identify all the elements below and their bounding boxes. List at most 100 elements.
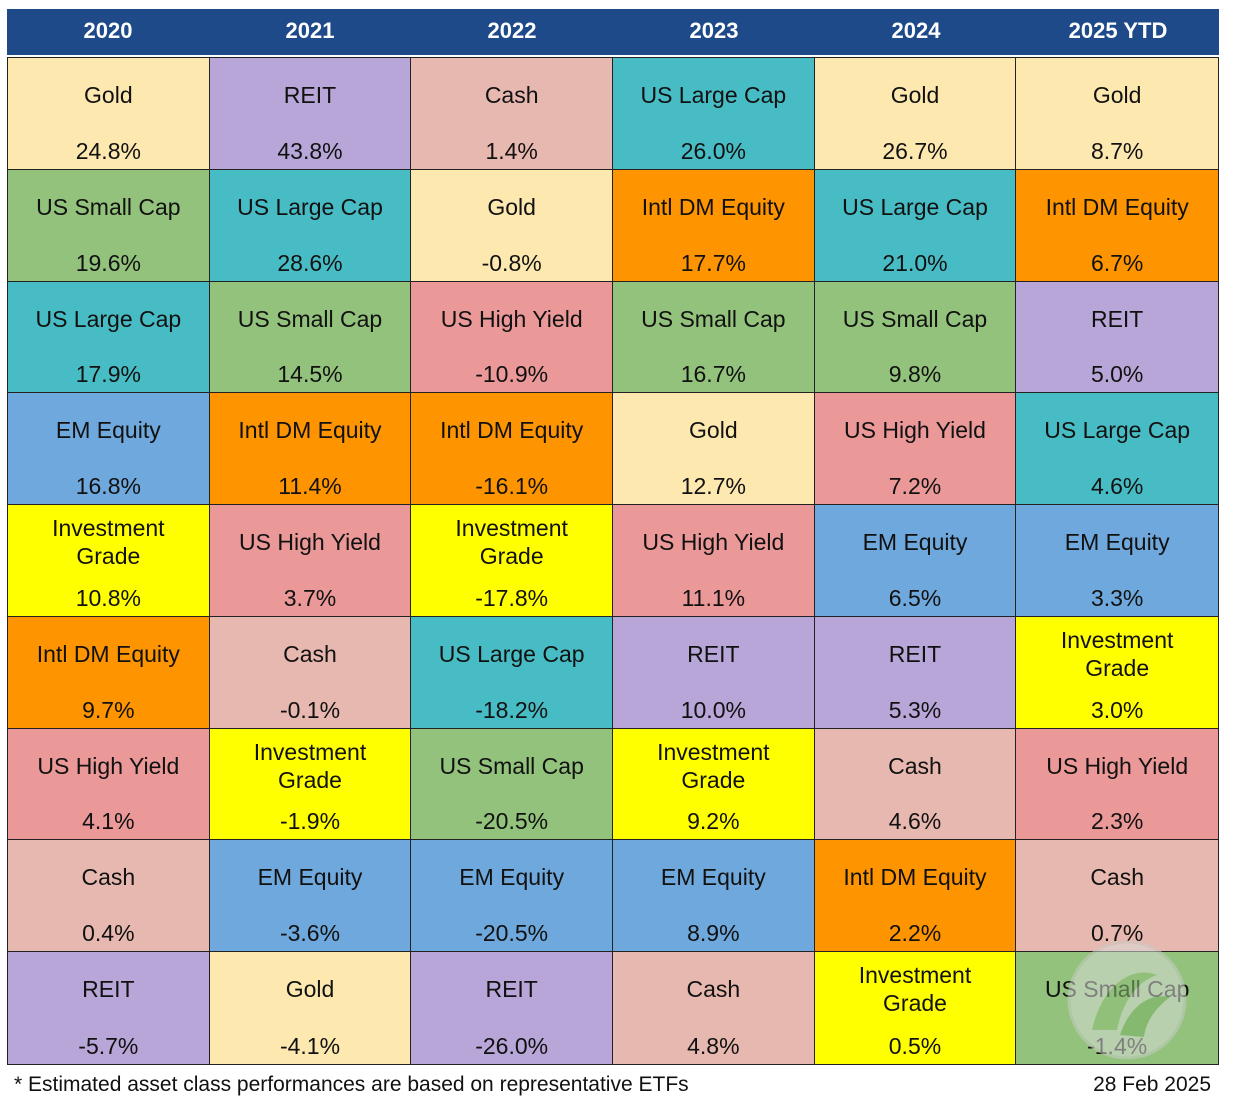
asset-class-label: US Large Cap (1044, 417, 1191, 444)
table-cell: US Small Cap -1.4% (1016, 952, 1218, 1064)
table-cell: US High Yield 3.7% (209, 505, 412, 617)
asset-class-label: US Small Cap (842, 305, 988, 332)
return-value: 43.8% (277, 137, 343, 164)
table-cell: US High Yield 7.2% (814, 393, 1017, 506)
footnote: * Estimated asset class performances are… (14, 1073, 689, 1096)
table-cell: Intl DM Equity 17.7% (613, 169, 815, 282)
asset-class-label: Cash (283, 640, 337, 667)
table-cell: Gold -0.8% (411, 169, 613, 282)
asset-class-label: Cash (484, 82, 539, 108)
table-cell: REIT -5.7% (8, 952, 210, 1064)
asset-class-label: US High Yield (844, 417, 986, 444)
table-cell: EM Equity -3.6% (209, 840, 412, 953)
table-cell: Intl DM Equity 11.4% (209, 393, 412, 506)
table-cell: US Large Cap 17.9% (8, 281, 210, 394)
asset-class-label: US Large Cap (237, 193, 383, 220)
table-cell: US Small Cap 9.8% (814, 281, 1017, 394)
return-value: -26.0% (475, 1033, 549, 1059)
asset-class-label: REIT (283, 82, 337, 108)
return-value: 8.7% (1090, 137, 1144, 164)
asset-class-label: Intl DM Equity (440, 417, 584, 444)
return-value: 17.7% (680, 249, 746, 276)
return-value: 11.1% (681, 584, 746, 611)
table-cell: US Large Cap 21.0% (814, 169, 1017, 282)
asset-class-label: Cash (686, 976, 741, 1003)
return-value: -0.8% (481, 249, 542, 276)
return-value: 6.7% (1090, 249, 1144, 276)
return-value: 12.7% (680, 473, 746, 500)
return-value: 14.5% (277, 361, 343, 388)
return-value: -18.2% (475, 696, 549, 723)
return-value: 28.6% (277, 249, 343, 276)
table-cell: US Large Cap 26.0% (613, 58, 815, 170)
table-cell: Intl DM Equity 9.7% (8, 616, 210, 729)
table-cell: REIT 5.0% (1016, 281, 1218, 394)
table-cell: Intl DM Equity -16.1% (411, 393, 613, 506)
asset-class-label: REIT (82, 976, 135, 1003)
column-header-0: 2020 (83, 17, 133, 43)
return-value: 10.0% (680, 696, 746, 723)
return-value: -17.8% (475, 584, 549, 611)
column-header-1: 2021 (285, 17, 335, 43)
table-cell: REIT 5.3% (814, 616, 1017, 729)
as-of-date: 28 Feb 2025 (1093, 1073, 1211, 1096)
asset-class-label: Investment Grade (455, 515, 568, 570)
asset-class-label: EM Equity (1064, 529, 1170, 556)
return-value: 17.9% (75, 361, 141, 388)
asset-class-label: Cash (81, 864, 136, 891)
return-value: -0.1% (279, 696, 341, 723)
asset-class-label: Intl DM Equity (238, 417, 382, 444)
asset-class-label: US High Yield (440, 305, 583, 332)
table-cell: US High Yield 11.1% (613, 505, 815, 617)
table-cell: Cash 0.4% (8, 840, 210, 953)
table-cell: Investment Grade 3.0% (1016, 616, 1218, 729)
table-cell: Intl DM Equity 2.2% (814, 840, 1017, 953)
asset-class-label: US Small Cap (439, 752, 584, 779)
asset-class-label: Gold (285, 976, 335, 1003)
table-cell: EM Equity 16.8% (8, 393, 210, 506)
asset-class-label: Investment Grade (1060, 626, 1174, 681)
return-value: 21.0% (882, 249, 948, 276)
asset-class-label: EM Equity (55, 417, 161, 444)
asset-class-label: Gold (890, 82, 940, 108)
table-cell: EM Equity 6.5% (814, 505, 1017, 617)
asset-class-label: Cash (888, 752, 942, 779)
return-value: 4.6% (1090, 473, 1144, 500)
return-value: 0.5% (888, 1033, 942, 1059)
return-value: 9.2% (687, 808, 740, 835)
table-cell: Cash 0.7% (1016, 840, 1218, 953)
asset-class-label: REIT (687, 640, 740, 667)
asset-class-label: US High Yield (1046, 752, 1189, 779)
asset-class-label: US High Yield (642, 529, 785, 556)
table-cell: REIT -26.0% (411, 952, 613, 1064)
table-cell: Investment Grade -1.9% (209, 728, 412, 841)
asset-class-label: Gold (1092, 82, 1142, 108)
asset-class-label: US Small Cap (237, 305, 383, 332)
table-cell: US Small Cap 19.6% (8, 169, 210, 282)
return-value: 11.4% (278, 473, 342, 500)
table-cell: US High Yield 2.3% (1016, 728, 1218, 841)
return-value: 7.2% (888, 473, 942, 500)
table-cell: US Small Cap 14.5% (209, 281, 412, 394)
return-value: -10.9% (475, 361, 549, 388)
asset-class-label: US Large Cap (438, 640, 585, 667)
asset-class-label: US High Yield (37, 752, 180, 779)
table-cell: Cash 1.4% (411, 58, 613, 170)
asset-class-label: REIT (1090, 305, 1144, 332)
table-cell: EM Equity 3.3% (1016, 505, 1218, 617)
table-cell: Gold 12.7% (613, 393, 815, 506)
return-value: 3.3% (1090, 584, 1144, 611)
asset-class-label: EM Equity (862, 529, 968, 556)
table-cell: Intl DM Equity 6.7% (1016, 169, 1218, 282)
column-header-2: 2022 (487, 17, 537, 43)
table-cell: US Large Cap 4.6% (1016, 393, 1218, 506)
asset-class-label: Gold (84, 82, 133, 108)
asset-class-label: Investment Grade (52, 515, 165, 570)
return-value: 8.9% (687, 920, 740, 947)
asset-class-label: US Small Cap (641, 305, 786, 332)
table-cell: Cash 4.8% (613, 952, 815, 1064)
return-value: 16.8% (75, 473, 141, 500)
table-cell: REIT 43.8% (209, 58, 412, 170)
table-cell: Cash 4.6% (814, 728, 1017, 841)
table-cell: US High Yield -10.9% (411, 281, 613, 394)
